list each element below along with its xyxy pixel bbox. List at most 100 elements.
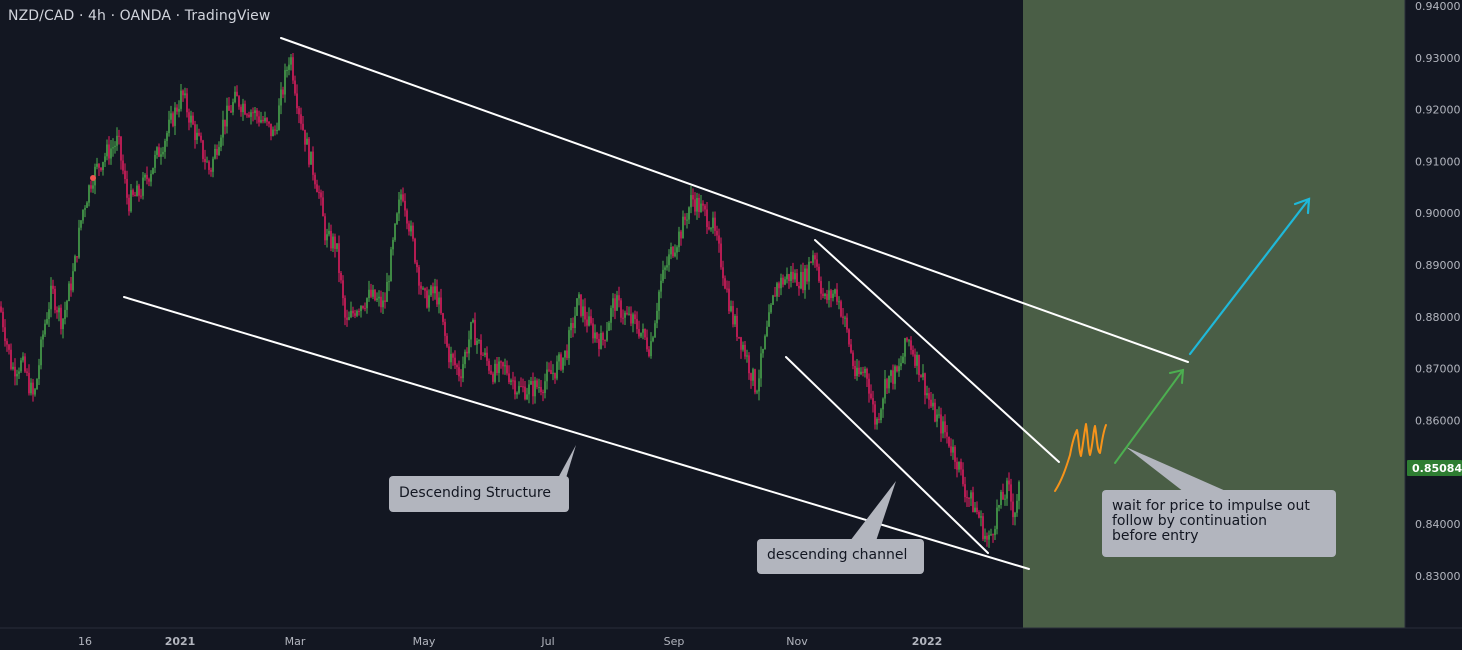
candle-body bbox=[116, 135, 118, 146]
wedge-upper-line[interactable] bbox=[814, 239, 1060, 463]
candle-body bbox=[248, 114, 250, 117]
last-price-tag: 0.85084 bbox=[1412, 462, 1462, 475]
candle-body bbox=[218, 147, 220, 155]
candle-body bbox=[40, 339, 42, 366]
candle-body bbox=[170, 113, 172, 120]
candle-body bbox=[2, 311, 4, 328]
candle-body bbox=[834, 289, 836, 294]
candle-body bbox=[800, 271, 802, 289]
candle-body bbox=[368, 289, 370, 299]
candle-body bbox=[260, 119, 262, 123]
candle-body bbox=[200, 135, 202, 141]
candle-body bbox=[1014, 512, 1016, 518]
candle-body bbox=[522, 386, 524, 388]
descending-structure-callout[interactable]: Descending Structure bbox=[389, 476, 569, 512]
candle-body bbox=[252, 112, 254, 114]
candle-body bbox=[62, 318, 64, 330]
candle-body bbox=[950, 446, 952, 453]
candle-body bbox=[518, 386, 520, 393]
time-tick-label: 2021 bbox=[165, 635, 196, 648]
candle-body bbox=[560, 354, 562, 370]
candle-body bbox=[926, 393, 928, 396]
candle-body bbox=[510, 380, 512, 383]
candle-body bbox=[958, 461, 960, 470]
candle-body bbox=[14, 366, 16, 377]
price-axis[interactable]: 0.94000 0.93000 0.92000 0.91000 0.90000 0.890… bbox=[1404, 0, 1462, 650]
candle-body bbox=[620, 300, 622, 318]
candle-body bbox=[934, 402, 936, 422]
candle-body bbox=[348, 317, 350, 320]
entry-note-callout[interactable]: wait for price to impulse out follow by … bbox=[1102, 490, 1336, 557]
candle-body bbox=[1016, 500, 1018, 513]
candle-body bbox=[48, 309, 50, 320]
candles-layer bbox=[0, 53, 1020, 548]
candle-body bbox=[664, 267, 666, 270]
candle-body bbox=[954, 446, 956, 462]
price-tick-label: 0.83000 bbox=[1415, 570, 1461, 583]
candle-body bbox=[776, 283, 778, 297]
candle-body bbox=[416, 262, 418, 268]
candle-body bbox=[628, 313, 630, 315]
candle-body bbox=[152, 167, 154, 174]
candle-body bbox=[870, 393, 872, 399]
time-axis[interactable]: 16 2021 Mar May Jul Sep Nov 2022 bbox=[0, 627, 1462, 650]
candle-body bbox=[666, 265, 668, 268]
candle-body bbox=[894, 366, 896, 384]
candle-body bbox=[598, 339, 600, 349]
candle-body bbox=[840, 301, 842, 317]
candle-body bbox=[612, 298, 614, 308]
candle-body bbox=[772, 295, 774, 305]
candle-body bbox=[594, 332, 596, 339]
candle-body bbox=[862, 371, 864, 373]
candle-body bbox=[528, 384, 530, 395]
candle-body bbox=[708, 227, 710, 230]
candle-body bbox=[54, 288, 56, 311]
candle-body bbox=[850, 344, 852, 353]
candle-body bbox=[84, 207, 86, 210]
candle-body bbox=[866, 369, 868, 379]
symbol-title[interactable]: NZD/CAD · 4h · OANDA · TradingView bbox=[8, 8, 271, 24]
candle-body bbox=[984, 535, 986, 539]
candle-body bbox=[672, 246, 674, 257]
candle-body bbox=[490, 370, 492, 374]
candle-body bbox=[1008, 480, 1010, 485]
candle-body bbox=[328, 230, 330, 235]
candle-body bbox=[540, 386, 542, 393]
descending-channel-callout[interactable]: descending channel bbox=[757, 539, 924, 574]
candle-body bbox=[158, 147, 160, 157]
candle-body bbox=[150, 173, 152, 182]
candle-body bbox=[538, 386, 540, 388]
candle-body bbox=[790, 271, 792, 282]
candle-body bbox=[778, 283, 780, 289]
candle-body bbox=[728, 288, 730, 312]
candle-body bbox=[378, 296, 380, 299]
candle-body bbox=[138, 185, 140, 196]
lower-trendline[interactable] bbox=[123, 296, 1030, 570]
candle-body bbox=[946, 432, 948, 437]
wedge-lower-line[interactable] bbox=[785, 356, 989, 554]
candle-body bbox=[426, 290, 428, 308]
candle-body bbox=[836, 289, 838, 302]
candle-body bbox=[118, 135, 120, 137]
price-tick-label: 0.87000 bbox=[1415, 363, 1461, 376]
candle-body bbox=[932, 402, 934, 407]
candle-body bbox=[572, 323, 574, 328]
candle-body bbox=[830, 290, 832, 299]
candle-body bbox=[504, 365, 506, 367]
candle-body bbox=[650, 341, 652, 357]
candle-body bbox=[770, 304, 772, 313]
upper-trendline[interactable] bbox=[280, 37, 1189, 363]
candle-body bbox=[512, 380, 514, 382]
candle-body bbox=[812, 255, 814, 263]
candle-body bbox=[976, 507, 978, 512]
candle-body bbox=[952, 446, 954, 453]
candle-body bbox=[938, 414, 940, 416]
candle-body bbox=[614, 298, 616, 311]
candle-body bbox=[290, 57, 292, 65]
candle-body bbox=[564, 350, 566, 358]
candle-body bbox=[758, 378, 760, 392]
candle-body bbox=[710, 228, 712, 230]
candle-body bbox=[1012, 501, 1014, 518]
